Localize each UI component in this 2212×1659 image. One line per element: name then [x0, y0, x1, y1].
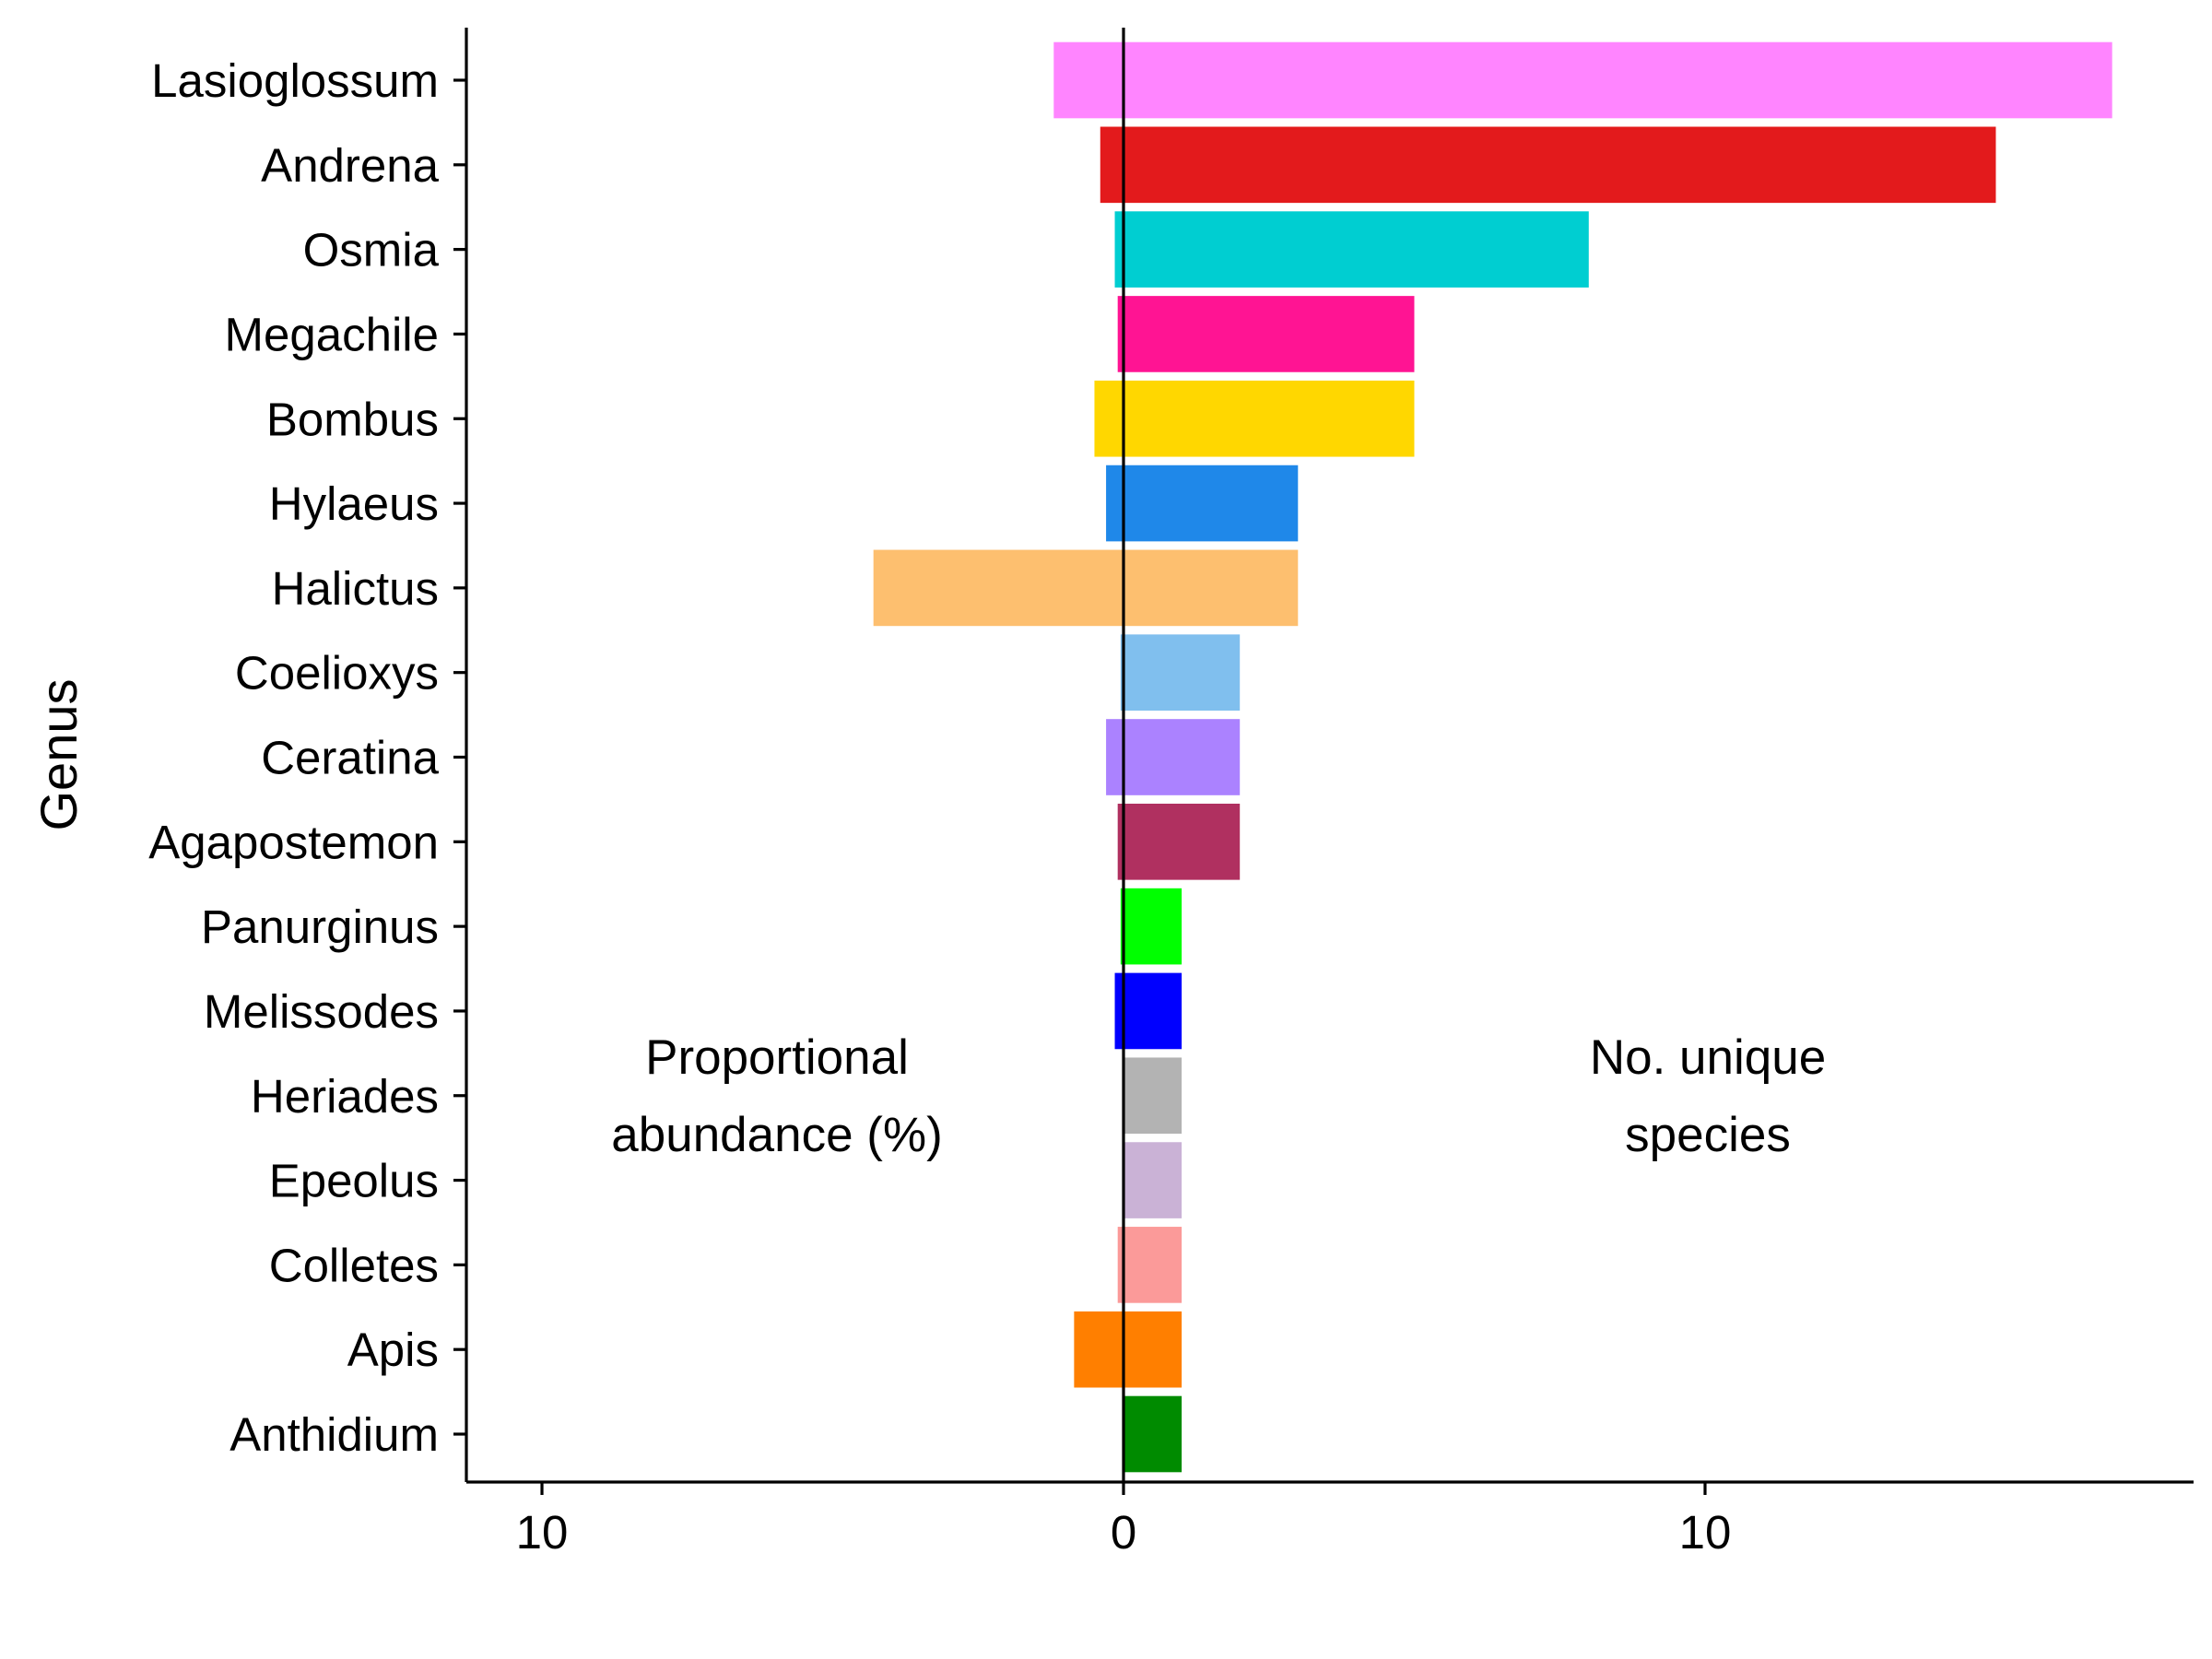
y-tick-label-andrena: Andrena: [261, 139, 439, 192]
bar-species-anthidium: [1124, 1395, 1182, 1473]
bar-abundance-andrena: [1100, 126, 1124, 204]
bar-species-colletes: [1124, 1227, 1182, 1303]
x-tick-label: 10: [1679, 1506, 1732, 1559]
bar-species-hylaeus: [1124, 465, 1299, 542]
x-tick-label: 0: [1111, 1506, 1136, 1559]
annotation-species-line1: No. unique: [1590, 1030, 1826, 1085]
y-tick-label-bombus: Bombus: [266, 393, 439, 445]
x-axis-ticks: 10 0 10: [516, 1482, 1732, 1559]
annotation-species-line2: species: [1625, 1108, 1791, 1162]
bar-abundance-ceratina: [1106, 719, 1124, 795]
bar-abundance-melissodes: [1114, 972, 1124, 1050]
bar-species-panurginus: [1124, 888, 1182, 965]
bar-species-andrena: [1124, 126, 1996, 204]
bar-abundance-hylaeus: [1106, 465, 1124, 542]
annotation-abundance-line2: abundance (%): [611, 1108, 942, 1162]
bar-abundance-apis: [1074, 1311, 1124, 1388]
bar-species-osmia: [1124, 211, 1589, 288]
y-tick-label-lasioglossum: Lasioglossum: [151, 54, 439, 107]
bar-species-apis: [1124, 1311, 1182, 1388]
y-tick-label-ceratina: Ceratina: [261, 732, 439, 784]
abundance-bars: [873, 41, 1124, 1388]
y-tick-label-apis: Apis: [347, 1324, 439, 1376]
y-tick-label-anthidium: Anthidium: [229, 1408, 439, 1461]
y-tick-label-melissodes: Melissodes: [204, 985, 439, 1038]
bar-abundance-agapostemon: [1117, 803, 1124, 880]
y-axis-ticks: Lasioglossum Andrena Osmia Megachile Bombus H…: [148, 54, 466, 1461]
y-tick-label-panurginus: Panurginus: [201, 900, 439, 953]
y-tick-label-hylaeus: Hylaeus: [269, 477, 439, 530]
y-tick-label-halictus: Halictus: [272, 562, 439, 615]
y-tick-label-coelioxys: Coelioxys: [235, 647, 439, 700]
bar-species-ceratina: [1124, 719, 1241, 795]
bar-abundance-megachile: [1117, 296, 1124, 372]
bar-abundance-halictus: [873, 549, 1124, 627]
bar-abundance-colletes: [1117, 1227, 1124, 1303]
bar-abundance-bombus: [1094, 380, 1124, 457]
x-tick-label: 10: [516, 1506, 569, 1559]
y-tick-label-osmia: Osmia: [303, 224, 440, 276]
bar-species-megachile: [1124, 296, 1415, 372]
bar-species-coelioxys: [1124, 634, 1241, 712]
bar-species-lasioglossum: [1124, 41, 2112, 119]
y-tick-label-colletes: Colletes: [269, 1239, 439, 1291]
bar-species-halictus: [1124, 549, 1299, 627]
y-tick-label-agapostemon: Agapostemon: [148, 816, 439, 868]
y-axis-title: Genus: [29, 679, 88, 831]
bar-abundance-lasioglossum: [1053, 41, 1124, 119]
y-tick-label-heriades: Heriades: [251, 1070, 439, 1123]
species-bars: [1124, 41, 2112, 1473]
bar-species-melissodes: [1124, 972, 1182, 1050]
annotation-abundance-line1: Proportional: [645, 1030, 909, 1085]
y-tick-label-megachile: Megachile: [225, 308, 439, 360]
bar-species-bombus: [1124, 380, 1415, 457]
bar-abundance-osmia: [1114, 211, 1124, 288]
y-tick-label-epeolus: Epeolus: [269, 1155, 439, 1207]
bar-species-epeolus: [1124, 1142, 1182, 1218]
bar-species-heriades: [1124, 1057, 1182, 1135]
bar-species-agapostemon: [1124, 803, 1241, 880]
